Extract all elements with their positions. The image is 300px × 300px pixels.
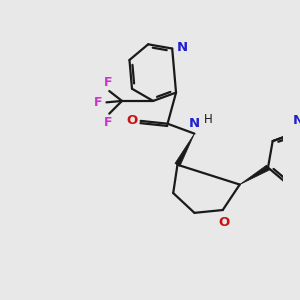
Text: O: O	[126, 114, 137, 128]
Text: N: N	[176, 40, 188, 54]
Text: H: H	[203, 113, 212, 126]
Text: N: N	[189, 117, 200, 130]
Text: N: N	[292, 114, 300, 127]
Polygon shape	[240, 165, 269, 184]
Text: O: O	[218, 216, 230, 229]
Text: F: F	[103, 116, 112, 129]
Text: F: F	[94, 96, 102, 109]
Polygon shape	[175, 134, 194, 166]
Text: F: F	[103, 76, 112, 89]
